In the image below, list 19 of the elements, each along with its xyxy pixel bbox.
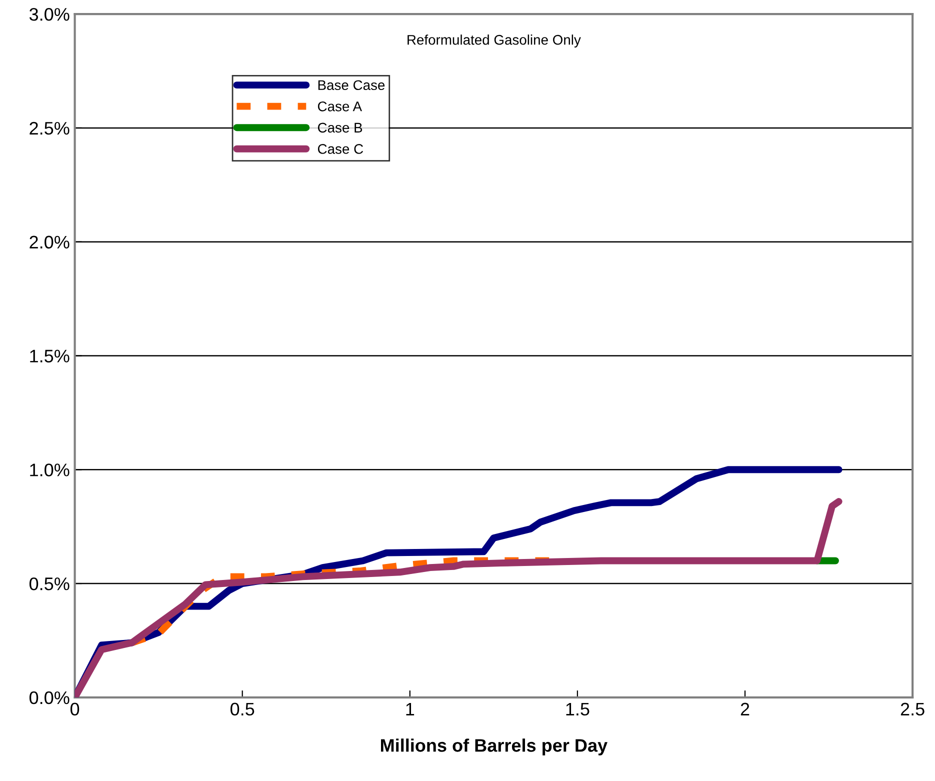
x-axis-title: Millions of Barrels per Day [381, 738, 608, 756]
y-tick-label: 3.0% [29, 8, 70, 21]
y-tick-label: 0.5% [29, 577, 70, 590]
legend-label: Base Case [318, 80, 385, 90]
x-tick-label: 1.5 [566, 702, 590, 716]
y-tick-label: 1.0% [30, 464, 70, 476]
x-tick-label: 2.5 [900, 702, 924, 716]
y-tick-label: 2.0% [30, 236, 70, 249]
x-tick-label: 2 [740, 702, 750, 716]
x-tick-label: 1 [406, 702, 414, 716]
legend-label: Case C [318, 144, 364, 154]
y-tick-label: 0.0% [29, 691, 70, 704]
legend-label: Case A [318, 101, 362, 112]
y-tick-label: 2.5% [30, 122, 70, 135]
x-tick-label: 0.5 [230, 702, 254, 716]
text: Reformulated Gasoline Only [408, 34, 581, 48]
y-tick-label: 1.5% [30, 350, 70, 362]
x-tick-label: 0 [70, 702, 80, 716]
legend-label: Case B [318, 122, 362, 133]
